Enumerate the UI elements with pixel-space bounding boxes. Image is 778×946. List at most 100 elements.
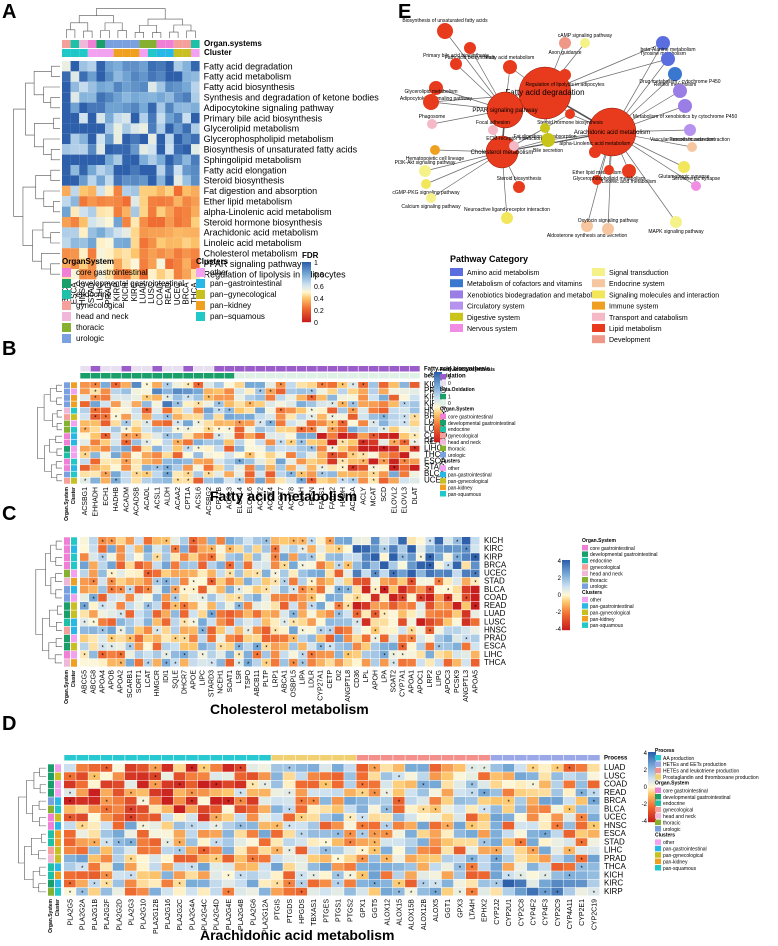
organ-legend-label: urologic [76, 334, 104, 343]
heatmap-cell [130, 258, 140, 269]
heatmap-cell [183, 477, 193, 484]
significance-star: * [447, 589, 450, 595]
heatmap-cell [183, 445, 193, 452]
significance-star: * [187, 447, 190, 453]
significance-star: * [352, 409, 355, 415]
heatmap-cell [203, 471, 214, 478]
pathway-label: Steroid biosynthesis [204, 176, 285, 186]
heatmap-cell [425, 634, 435, 643]
process-track-cell [490, 755, 503, 761]
heatmap-cell [280, 634, 289, 643]
significance-star: * [311, 390, 314, 396]
heatmap-cell [234, 577, 244, 586]
process-track-cell [478, 755, 491, 761]
heatmap-cell [243, 658, 253, 667]
heatmap-cell [258, 887, 271, 896]
dendrogram-branch [34, 123, 54, 148]
dendrogram-branch [39, 866, 46, 876]
significance-star: * [383, 447, 386, 453]
heatmap-cell [80, 394, 90, 401]
heatmap-cell [110, 426, 121, 433]
heatmap-cell [203, 382, 214, 388]
heatmap-cell [131, 464, 142, 471]
heatmap-cell [152, 537, 162, 545]
heatmap-cell [156, 237, 166, 249]
heatmap-cell [490, 863, 503, 871]
heatmap-cell [125, 561, 135, 569]
heatmap-cell [96, 258, 105, 269]
dendrogram-branch [39, 767, 46, 777]
heatmap-cell [261, 569, 271, 578]
heatmap-cell [280, 626, 289, 634]
process-track-cell [515, 755, 527, 761]
heatmap-cell [121, 388, 132, 395]
heatmap-cell [514, 879, 527, 888]
significance-star: * [361, 850, 364, 856]
heatmap-cell [332, 797, 344, 805]
network-node-label: Pancreatic secretion [669, 137, 715, 143]
scale-gradient-band [562, 629, 570, 631]
heatmap-cell [234, 863, 247, 871]
heatmap-cell [443, 537, 453, 545]
fdr-gradient-band [302, 283, 311, 285]
heatmap-cell [286, 388, 296, 395]
heatmap-cell [337, 420, 348, 427]
network-node [589, 146, 601, 158]
heatmap-cell [234, 433, 245, 439]
scale-gradient-band [434, 384, 442, 386]
heatmap-cell [90, 407, 101, 414]
significance-star: * [187, 479, 190, 485]
significance-star: * [414, 434, 417, 440]
heatmap-cell [148, 237, 157, 249]
heatmap-cell [275, 445, 286, 452]
heatmap-cell [539, 813, 551, 822]
legend-label: pan-kidney [590, 617, 615, 623]
fdr-gradient-band [302, 302, 311, 304]
heatmap-cell [64, 780, 76, 789]
heatmap-cell [389, 626, 398, 634]
gene-label: TSPO [245, 669, 252, 689]
heatmap-cell [152, 407, 162, 414]
heatmap-cell [170, 553, 180, 561]
heatmap-cell [470, 577, 480, 586]
heatmap-cell [79, 81, 88, 93]
scale-gradient-band [648, 784, 656, 786]
heatmap-cell [295, 871, 308, 879]
dendrogram-branch [56, 622, 62, 631]
dendrogram-branch [55, 638, 62, 647]
scale-gradient-band [648, 799, 656, 801]
heatmap-cell [141, 471, 152, 478]
process-track-cell [344, 755, 357, 761]
process-track-cell [203, 366, 214, 372]
heatmap-cell [234, 797, 247, 805]
scale-gradient-band [434, 441, 442, 443]
heatmap-cell [502, 772, 515, 780]
heatmap-cell [124, 838, 137, 846]
heatmap-cell [87, 237, 97, 249]
process-track-cell [368, 373, 379, 379]
dendrogram-branch [53, 117, 60, 129]
heatmap-cell [425, 561, 435, 569]
heatmap-cell [370, 642, 380, 651]
process-track-cell [429, 755, 442, 761]
heatmap-cell [191, 237, 200, 249]
heatmap-cell [347, 394, 358, 401]
row-label: LUAD [604, 763, 626, 772]
significance-star: * [459, 866, 462, 872]
process-track-cell [454, 755, 466, 761]
scale-gradient-band [562, 608, 570, 610]
heatmap-cell [134, 545, 144, 553]
heatmap-cell [234, 813, 247, 822]
heatmap-cell [96, 133, 105, 145]
heatmap-cell [70, 81, 80, 93]
heatmap-cell [405, 838, 417, 846]
heatmap-cell [148, 71, 157, 82]
heatmap-cell [112, 871, 125, 879]
heatmap-cell [563, 863, 576, 871]
scale-gradient-band [648, 752, 656, 754]
heatmap-cell [148, 61, 157, 72]
legend-label: developmental gastrointestinal [448, 421, 516, 427]
significance-star: * [372, 473, 375, 479]
heatmap-cell [161, 871, 174, 879]
heatmap-cell [64, 854, 76, 863]
